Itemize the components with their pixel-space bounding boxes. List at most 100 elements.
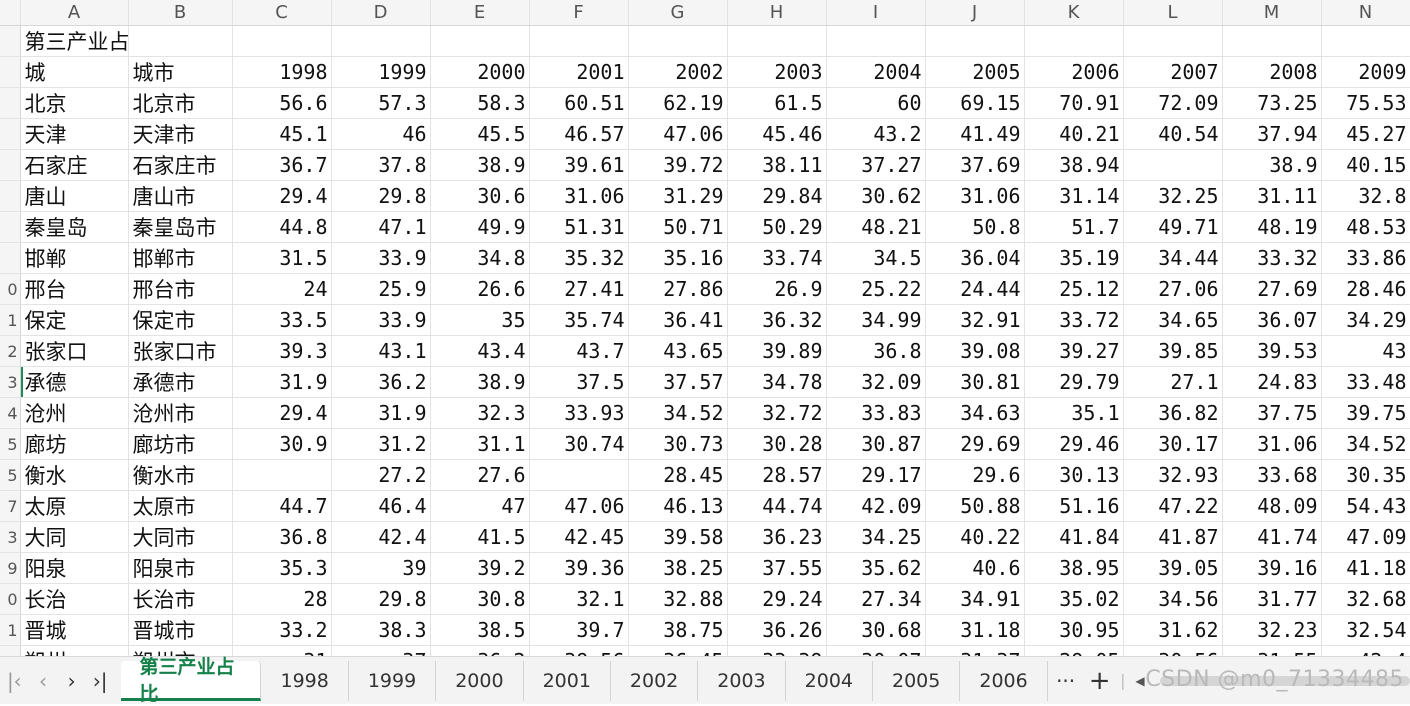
cell[interactable]: 30.81 [925, 366, 1025, 398]
cell[interactable]: 35.1 [1024, 397, 1124, 429]
column-header-b[interactable]: B [128, 0, 233, 26]
cell[interactable]: 30.74 [529, 428, 629, 460]
cell[interactable]: 1998 [232, 56, 332, 88]
cell[interactable]: 51.16 [1024, 490, 1124, 522]
cell[interactable]: 31.18 [925, 614, 1025, 646]
cell[interactable]: 32.88 [628, 583, 728, 615]
add-sheet-button[interactable]: + [1088, 665, 1111, 696]
cell[interactable]: 36.7 [232, 149, 332, 181]
cell[interactable]: 27.1 [1123, 366, 1223, 398]
cell[interactable]: 32.1 [529, 583, 629, 615]
tab-sheet-2002[interactable]: 2002 [611, 660, 699, 701]
more-sheets-icon[interactable]: ··· [1056, 668, 1076, 693]
cell[interactable]: 38.75 [628, 614, 728, 646]
cell[interactable]: 49.9 [430, 211, 530, 243]
cell[interactable]: 31.06 [1222, 428, 1322, 460]
column-header-d[interactable]: D [331, 0, 431, 26]
cell[interactable]: 51.31 [529, 211, 629, 243]
cell[interactable]: 36.2 [430, 645, 530, 656]
cell[interactable]: 47.1 [331, 211, 431, 243]
cell[interactable]: 60.51 [529, 87, 629, 119]
cell[interactable]: 27.86 [628, 273, 728, 305]
cell[interactable]: 33.9 [331, 304, 431, 336]
cell[interactable]: 44.8 [232, 211, 332, 243]
cell[interactable]: 保定市 [128, 304, 233, 336]
cell[interactable]: 30.73 [628, 428, 728, 460]
cell[interactable]: 39.58 [628, 521, 728, 553]
cell[interactable]: 31.62 [1123, 614, 1223, 646]
tab-sheet-2006[interactable]: 2006 [960, 660, 1048, 701]
cell[interactable]: 邯郸市 [128, 242, 233, 274]
cell[interactable] [529, 459, 629, 491]
cell[interactable] [628, 25, 728, 57]
cell[interactable] [331, 25, 431, 57]
cell[interactable]: 38.95 [1024, 552, 1124, 584]
cell[interactable]: 34.29 [1321, 304, 1410, 336]
cell[interactable]: 61.5 [727, 87, 827, 119]
cell[interactable]: 32.25 [1123, 180, 1223, 212]
cell[interactable]: 晋城市 [128, 614, 233, 646]
cell[interactable]: 50.8 [925, 211, 1025, 243]
cell[interactable]: 27.41 [529, 273, 629, 305]
cell[interactable]: 48.09 [1222, 490, 1322, 522]
row-number[interactable]: 1 [0, 614, 21, 646]
cell[interactable]: 27.69 [1222, 273, 1322, 305]
cell[interactable]: 39.36 [529, 552, 629, 584]
cell[interactable]: 31.5 [232, 242, 332, 274]
cell[interactable]: 42.4 [331, 521, 431, 553]
column-header-k[interactable]: K [1024, 0, 1124, 26]
cell[interactable]: 38.9 [1222, 149, 1322, 181]
cell[interactable]: 25.12 [1024, 273, 1124, 305]
cell[interactable]: 34.44 [1123, 242, 1223, 274]
row-number[interactable]: 9 [0, 552, 21, 584]
cell[interactable]: 衡水 [20, 459, 129, 491]
cell[interactable]: 34.99 [826, 304, 926, 336]
cell[interactable]: 70.91 [1024, 87, 1124, 119]
cell[interactable]: 26.6 [430, 273, 530, 305]
cell[interactable]: 36.82 [1123, 397, 1223, 429]
cell[interactable]: 35.3 [232, 552, 332, 584]
cell[interactable]: 北京市 [128, 87, 233, 119]
cell[interactable]: 39.72 [628, 149, 728, 181]
row-number[interactable] [0, 87, 21, 119]
cell[interactable]: 39.61 [529, 149, 629, 181]
cell[interactable]: 40.22 [925, 521, 1025, 553]
cell[interactable]: 30.62 [826, 180, 926, 212]
cell[interactable]: 2004 [826, 56, 926, 88]
cell[interactable]: 34.5 [826, 242, 926, 274]
cell[interactable]: 31.2 [331, 428, 431, 460]
row-number[interactable]: 1 [0, 304, 21, 336]
cell[interactable]: 37 [331, 645, 431, 656]
cell[interactable]: 35.74 [529, 304, 629, 336]
cell[interactable]: 阳泉 [20, 552, 129, 584]
cell[interactable]: 56.6 [232, 87, 332, 119]
next-sheet-icon[interactable]: › [67, 668, 76, 693]
cell[interactable]: 45.5 [430, 118, 530, 150]
cell[interactable]: 42.09 [826, 490, 926, 522]
cell[interactable]: 40.54 [1123, 118, 1223, 150]
cell[interactable]: 石家庄市 [128, 149, 233, 181]
cell[interactable]: 27.34 [826, 583, 926, 615]
cell[interactable]: 35.02 [1024, 583, 1124, 615]
row-number[interactable] [0, 56, 21, 88]
cell[interactable]: 28.45 [628, 459, 728, 491]
cell[interactable]: 沧州 [20, 397, 129, 429]
cell[interactable] [925, 25, 1025, 57]
cell[interactable]: 2009 [1321, 56, 1410, 88]
first-sheet-icon[interactable]: |‹ [6, 668, 22, 693]
cell[interactable]: 50.29 [727, 211, 827, 243]
cell[interactable]: 32.54 [1321, 614, 1410, 646]
cell[interactable] [430, 25, 530, 57]
cell[interactable]: 晋城 [20, 614, 129, 646]
cell[interactable]: 30.07 [826, 645, 926, 656]
cell[interactable]: 35.16 [628, 242, 728, 274]
cell[interactable]: 31.1 [430, 428, 530, 460]
tab-sheet-2001[interactable]: 2001 [524, 660, 611, 701]
cell[interactable]: 29.4 [232, 180, 332, 212]
cell[interactable]: 31.9 [232, 366, 332, 398]
cell[interactable]: 32.72 [727, 397, 827, 429]
cell[interactable]: 29.6 [925, 459, 1025, 491]
cell[interactable]: 30.13 [1024, 459, 1124, 491]
cell[interactable]: 大同市 [128, 521, 233, 553]
cell[interactable]: 天津 [20, 118, 129, 150]
